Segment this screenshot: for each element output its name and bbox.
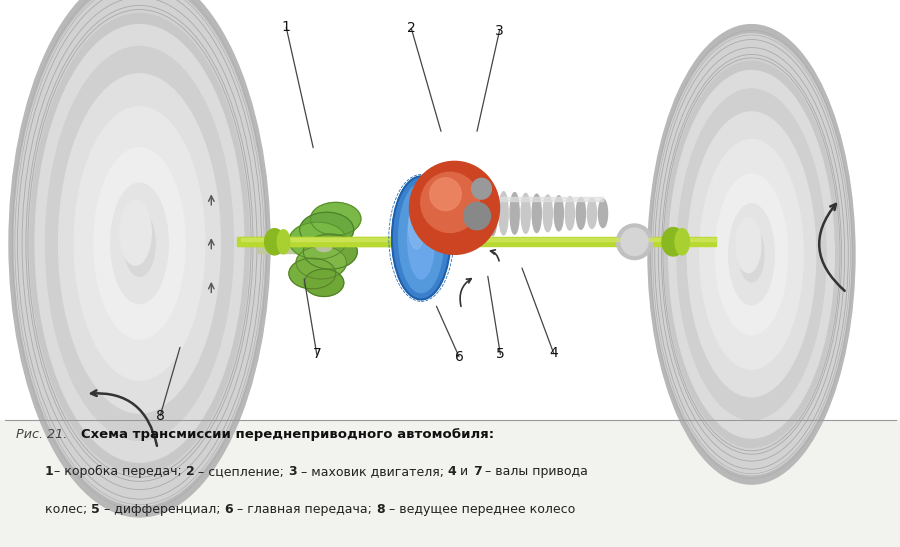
Ellipse shape	[289, 222, 347, 259]
Ellipse shape	[598, 199, 608, 228]
Ellipse shape	[472, 178, 491, 199]
Ellipse shape	[265, 229, 284, 255]
Ellipse shape	[399, 183, 444, 293]
Text: 5: 5	[496, 347, 505, 362]
Ellipse shape	[296, 246, 346, 279]
Ellipse shape	[477, 190, 486, 236]
Ellipse shape	[409, 205, 425, 249]
Ellipse shape	[303, 234, 357, 269]
Ellipse shape	[616, 224, 652, 259]
Ellipse shape	[464, 202, 490, 230]
Ellipse shape	[316, 241, 332, 252]
Ellipse shape	[544, 195, 553, 232]
Text: 2: 2	[407, 21, 416, 36]
Ellipse shape	[739, 227, 764, 282]
Ellipse shape	[664, 61, 839, 447]
Ellipse shape	[488, 191, 497, 236]
Text: 7: 7	[312, 347, 321, 362]
Bar	[238, 237, 472, 246]
FancyArrowPatch shape	[491, 250, 499, 261]
FancyArrowPatch shape	[91, 391, 157, 446]
Ellipse shape	[716, 174, 788, 335]
Ellipse shape	[700, 139, 803, 369]
Ellipse shape	[289, 258, 336, 289]
Ellipse shape	[277, 230, 290, 254]
Text: 7: 7	[472, 465, 482, 479]
Ellipse shape	[510, 193, 519, 234]
Ellipse shape	[304, 269, 344, 296]
Ellipse shape	[421, 172, 479, 232]
Ellipse shape	[521, 193, 530, 233]
Text: 3: 3	[288, 465, 297, 479]
Text: 8: 8	[156, 409, 165, 423]
Ellipse shape	[310, 202, 361, 235]
Text: – главная передача;: – главная передача;	[233, 503, 376, 516]
Ellipse shape	[94, 148, 185, 339]
Ellipse shape	[669, 71, 834, 438]
Ellipse shape	[9, 0, 270, 517]
Ellipse shape	[576, 197, 586, 229]
Ellipse shape	[111, 183, 168, 304]
Text: 3: 3	[495, 24, 504, 38]
Ellipse shape	[565, 197, 574, 230]
Text: – коробка передач;: – коробка передач;	[54, 465, 185, 479]
Text: Рис. 21.: Рис. 21.	[16, 428, 68, 441]
Ellipse shape	[30, 14, 249, 473]
Text: – ведущее переднее колесо: – ведущее переднее колесо	[384, 503, 575, 516]
Text: и: и	[456, 465, 472, 479]
FancyArrowPatch shape	[460, 278, 472, 306]
Ellipse shape	[410, 161, 500, 254]
Ellipse shape	[677, 89, 826, 420]
FancyArrowPatch shape	[819, 204, 844, 291]
Text: 6: 6	[224, 503, 233, 516]
Ellipse shape	[675, 229, 689, 255]
Text: – дифференциал;: – дифференциал;	[100, 503, 224, 516]
Text: Схема трансмиссии переднеприводного автомобиля:: Схема трансмиссии переднеприводного авто…	[81, 428, 494, 441]
Ellipse shape	[430, 178, 461, 211]
Text: 6: 6	[454, 350, 464, 364]
Ellipse shape	[74, 107, 205, 380]
Text: 2: 2	[185, 465, 194, 479]
Text: – сцепление;: – сцепление;	[194, 465, 288, 479]
Ellipse shape	[120, 200, 151, 265]
Text: – валы привода: – валы привода	[482, 465, 589, 479]
Text: 1: 1	[45, 465, 54, 479]
Ellipse shape	[729, 204, 774, 305]
Ellipse shape	[124, 211, 155, 276]
Text: – маховик двигателя;: – маховик двигателя;	[297, 465, 448, 479]
Ellipse shape	[392, 176, 451, 300]
Ellipse shape	[14, 0, 265, 506]
Ellipse shape	[300, 212, 354, 247]
Ellipse shape	[736, 218, 760, 273]
Ellipse shape	[688, 112, 815, 397]
Ellipse shape	[621, 228, 648, 255]
Bar	[0, 420, 900, 547]
Ellipse shape	[662, 228, 685, 256]
Text: 4: 4	[448, 465, 456, 479]
Ellipse shape	[588, 198, 597, 229]
Text: 4: 4	[549, 346, 558, 360]
Bar	[0, 0, 900, 420]
Ellipse shape	[408, 197, 435, 279]
Text: 1: 1	[282, 20, 291, 34]
Text: 8: 8	[376, 503, 384, 516]
Ellipse shape	[35, 25, 244, 462]
Ellipse shape	[648, 25, 855, 484]
Text: колес;: колес;	[45, 503, 91, 516]
Text: 5: 5	[91, 503, 100, 516]
Ellipse shape	[652, 34, 850, 475]
Ellipse shape	[532, 194, 541, 232]
Ellipse shape	[499, 192, 508, 235]
Ellipse shape	[58, 74, 220, 413]
Ellipse shape	[554, 196, 563, 231]
Ellipse shape	[46, 46, 233, 440]
